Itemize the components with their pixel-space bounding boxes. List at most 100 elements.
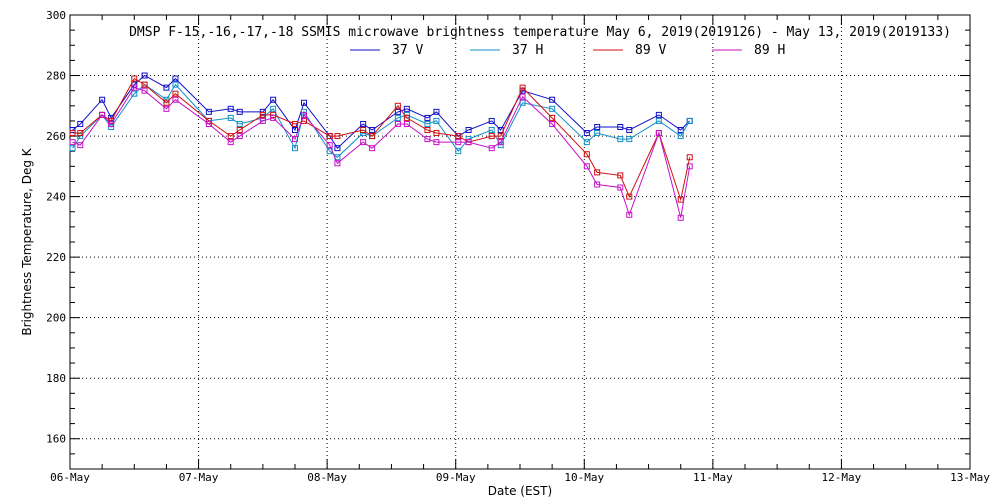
data-point xyxy=(334,145,341,152)
legend-label: 37 H xyxy=(512,43,543,58)
data-point xyxy=(99,96,106,103)
y-tick-label: 260 xyxy=(46,130,66,143)
data-point xyxy=(69,130,76,137)
data-point xyxy=(455,133,462,140)
data-point xyxy=(172,90,179,97)
x-tick-label: 11-May xyxy=(693,471,733,484)
data-point xyxy=(292,127,298,134)
series-89-h xyxy=(69,84,693,221)
data-point xyxy=(394,114,401,121)
data-point xyxy=(549,105,556,112)
data-point xyxy=(227,139,234,146)
data-point xyxy=(360,139,367,146)
series-37-h xyxy=(69,81,693,161)
data-point xyxy=(617,172,624,179)
data-point xyxy=(655,111,662,118)
y-tick-label: 280 xyxy=(46,70,66,83)
data-point xyxy=(141,72,148,79)
data-point xyxy=(292,136,298,143)
data-point xyxy=(465,127,472,134)
data-point xyxy=(131,90,138,97)
y-tick-label: 160 xyxy=(46,433,66,446)
data-point xyxy=(236,127,243,134)
data-point xyxy=(334,160,341,167)
axes: 160 180 200 220 240 260 280 300 06-May 07-May 08-M… xyxy=(46,9,990,484)
y-tick-label: 240 xyxy=(46,191,66,204)
data-point xyxy=(677,196,684,203)
data-point xyxy=(236,108,243,115)
series-line xyxy=(72,74,691,149)
data-point xyxy=(583,163,590,170)
data-point xyxy=(655,117,662,124)
x-tick-label: 06-May xyxy=(50,471,90,484)
data-point xyxy=(394,120,401,127)
data-point xyxy=(594,130,601,137)
data-point xyxy=(205,108,212,115)
data-point xyxy=(403,105,410,112)
x-tick-label: 09-May xyxy=(436,471,476,484)
series-line xyxy=(72,87,691,218)
data-point xyxy=(424,120,431,127)
data-point xyxy=(334,133,341,140)
y-tick-label: 200 xyxy=(46,312,66,325)
x-tick-label: 10-May xyxy=(564,471,604,484)
data-point xyxy=(519,84,526,91)
series-37-v xyxy=(69,72,693,152)
data-point xyxy=(326,133,333,140)
data-point xyxy=(626,136,633,143)
data-point xyxy=(549,96,556,103)
data-point xyxy=(488,117,495,124)
data-point xyxy=(617,136,624,143)
data-point xyxy=(326,142,333,149)
data-point xyxy=(583,151,590,158)
data-point xyxy=(270,105,277,112)
x-tick-label: 13-May xyxy=(950,471,990,484)
data-point xyxy=(403,120,410,127)
data-point xyxy=(686,154,693,161)
data-point xyxy=(205,120,212,127)
data-point xyxy=(677,214,684,221)
data-point xyxy=(626,211,633,218)
data-point xyxy=(163,84,170,91)
data-point xyxy=(433,139,440,146)
data-point xyxy=(655,130,662,137)
data-point xyxy=(369,133,376,140)
data-point xyxy=(69,145,76,152)
series-line xyxy=(72,77,691,202)
data-point xyxy=(369,127,376,134)
x-tick-label: 07-May xyxy=(179,471,219,484)
data-point xyxy=(433,108,440,115)
data-point xyxy=(69,139,76,146)
data-point xyxy=(465,139,472,146)
data-point xyxy=(259,117,266,124)
data-point xyxy=(433,130,440,137)
data-point xyxy=(236,133,243,140)
y-tick-label: 180 xyxy=(46,372,66,385)
y-tick-label: 220 xyxy=(46,251,66,264)
data-point xyxy=(403,114,410,121)
grid-lines xyxy=(70,15,970,469)
plot-frame xyxy=(69,14,971,470)
legend-label: 37 V xyxy=(392,43,423,58)
data-point xyxy=(583,130,590,137)
data-point xyxy=(259,111,266,118)
data-point xyxy=(77,120,84,127)
data-point xyxy=(77,130,84,137)
data-point xyxy=(488,127,495,134)
data-point xyxy=(69,127,76,134)
legend: 37 V 37 H 89 V 89 H xyxy=(350,43,785,58)
data-point xyxy=(141,87,148,94)
data-point xyxy=(163,105,170,112)
data-point xyxy=(141,81,148,88)
data-point xyxy=(626,193,633,200)
data-point xyxy=(497,139,504,146)
data-point xyxy=(163,99,170,106)
data-point xyxy=(519,93,526,100)
data-point xyxy=(131,84,138,91)
data-point xyxy=(301,99,307,106)
data-point xyxy=(626,127,633,134)
data-point xyxy=(549,114,556,121)
data-point xyxy=(594,181,601,188)
data-point xyxy=(424,127,431,134)
legend-label: 89 V xyxy=(635,43,666,58)
